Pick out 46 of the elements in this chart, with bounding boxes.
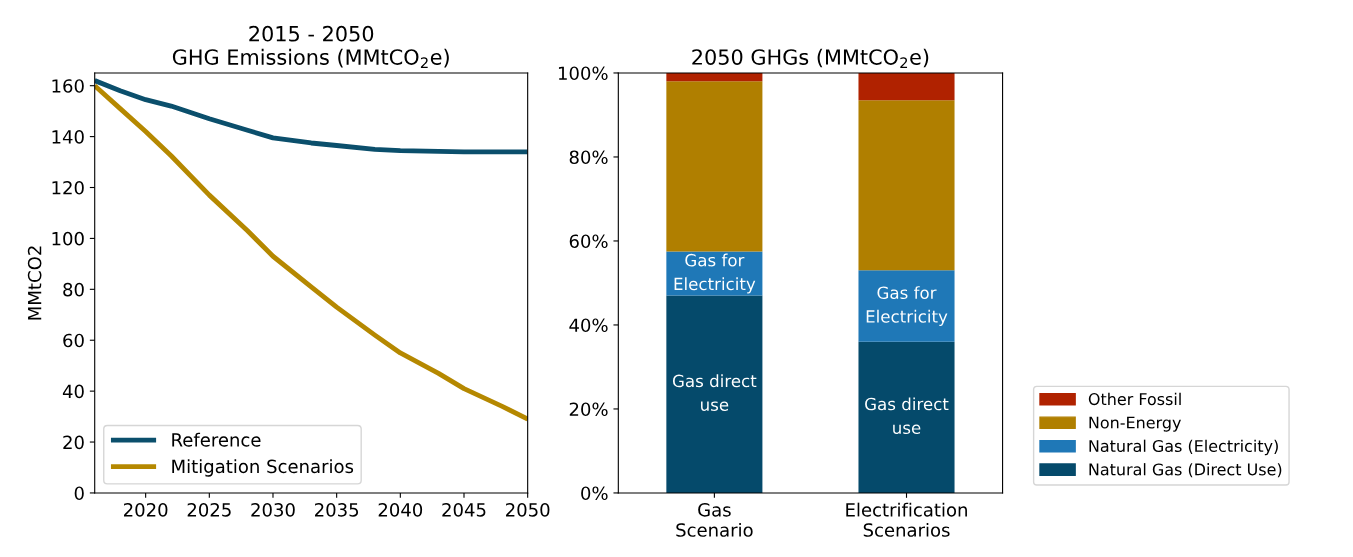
data-label: Gas for Electricity	[674, 253, 756, 294]
y-tick-label: 80	[63, 282, 84, 297]
legend-label: Other Fossil	[1088, 392, 1181, 406]
chart-title: 2015 - 2050 GHG Emissions (MMtCO$_{2}$e)	[172, 25, 449, 69]
legend-label: Reference	[172, 432, 261, 447]
y-tick-label: 20	[63, 435, 84, 450]
x-tick-label: 2050	[506, 502, 550, 517]
x-tick-label: Electrification Scenarios	[846, 502, 967, 537]
x-tick-label: 2030	[251, 502, 295, 517]
y-tick-label: 100	[52, 231, 84, 246]
bar	[858, 270, 955, 342]
y-tick-label: 80%	[569, 150, 608, 165]
bar	[858, 100, 955, 271]
data-label: Gas direct use	[672, 374, 757, 411]
x-tick-label: 2020	[123, 502, 168, 517]
y-tick-label: 60%	[569, 234, 608, 249]
y-tick-label: 60	[63, 333, 84, 348]
legend-label: Natural Gas (Direct Use)	[1089, 463, 1282, 478]
bar	[666, 295, 763, 493]
y-tick-label: 140	[52, 130, 84, 144]
y-tick-label: 0	[74, 486, 84, 501]
legend-label: Non-Energy	[1089, 416, 1181, 432]
y-tick-label: 40	[62, 384, 84, 399]
y-axis-title: MMtCO2	[27, 246, 42, 320]
legend-label: Mitigation Scenarios	[172, 459, 354, 477]
data-label: Gas direct use	[865, 397, 949, 435]
x-tick-label: 2035	[315, 502, 359, 517]
y-tick-label: 120	[52, 180, 84, 195]
y-tick-label: 40%	[569, 318, 608, 333]
line-series	[94, 83, 528, 422]
y-tick-label: 0%	[581, 486, 608, 501]
x-tick-label: Gas Scenario	[676, 502, 753, 537]
bar	[666, 81, 763, 252]
y-tick-label: 160	[52, 79, 84, 93]
bar	[858, 341, 955, 493]
y-tick-label: 100%	[558, 66, 608, 81]
bar	[666, 251, 763, 296]
bar	[858, 72, 955, 101]
line-series	[94, 78, 528, 155]
x-tick-label: 2025	[187, 502, 231, 517]
y-tick-label: 20%	[569, 402, 608, 417]
x-tick-label: 2040	[378, 502, 423, 517]
legend-label: Natural Gas (Electricity)	[1089, 439, 1278, 456]
data-label: Gas for Electricity	[866, 286, 948, 326]
chart-title: 2050 GHGs (MMtCO$_{2}$e)	[692, 48, 929, 69]
x-tick-label: 2045	[442, 502, 486, 517]
